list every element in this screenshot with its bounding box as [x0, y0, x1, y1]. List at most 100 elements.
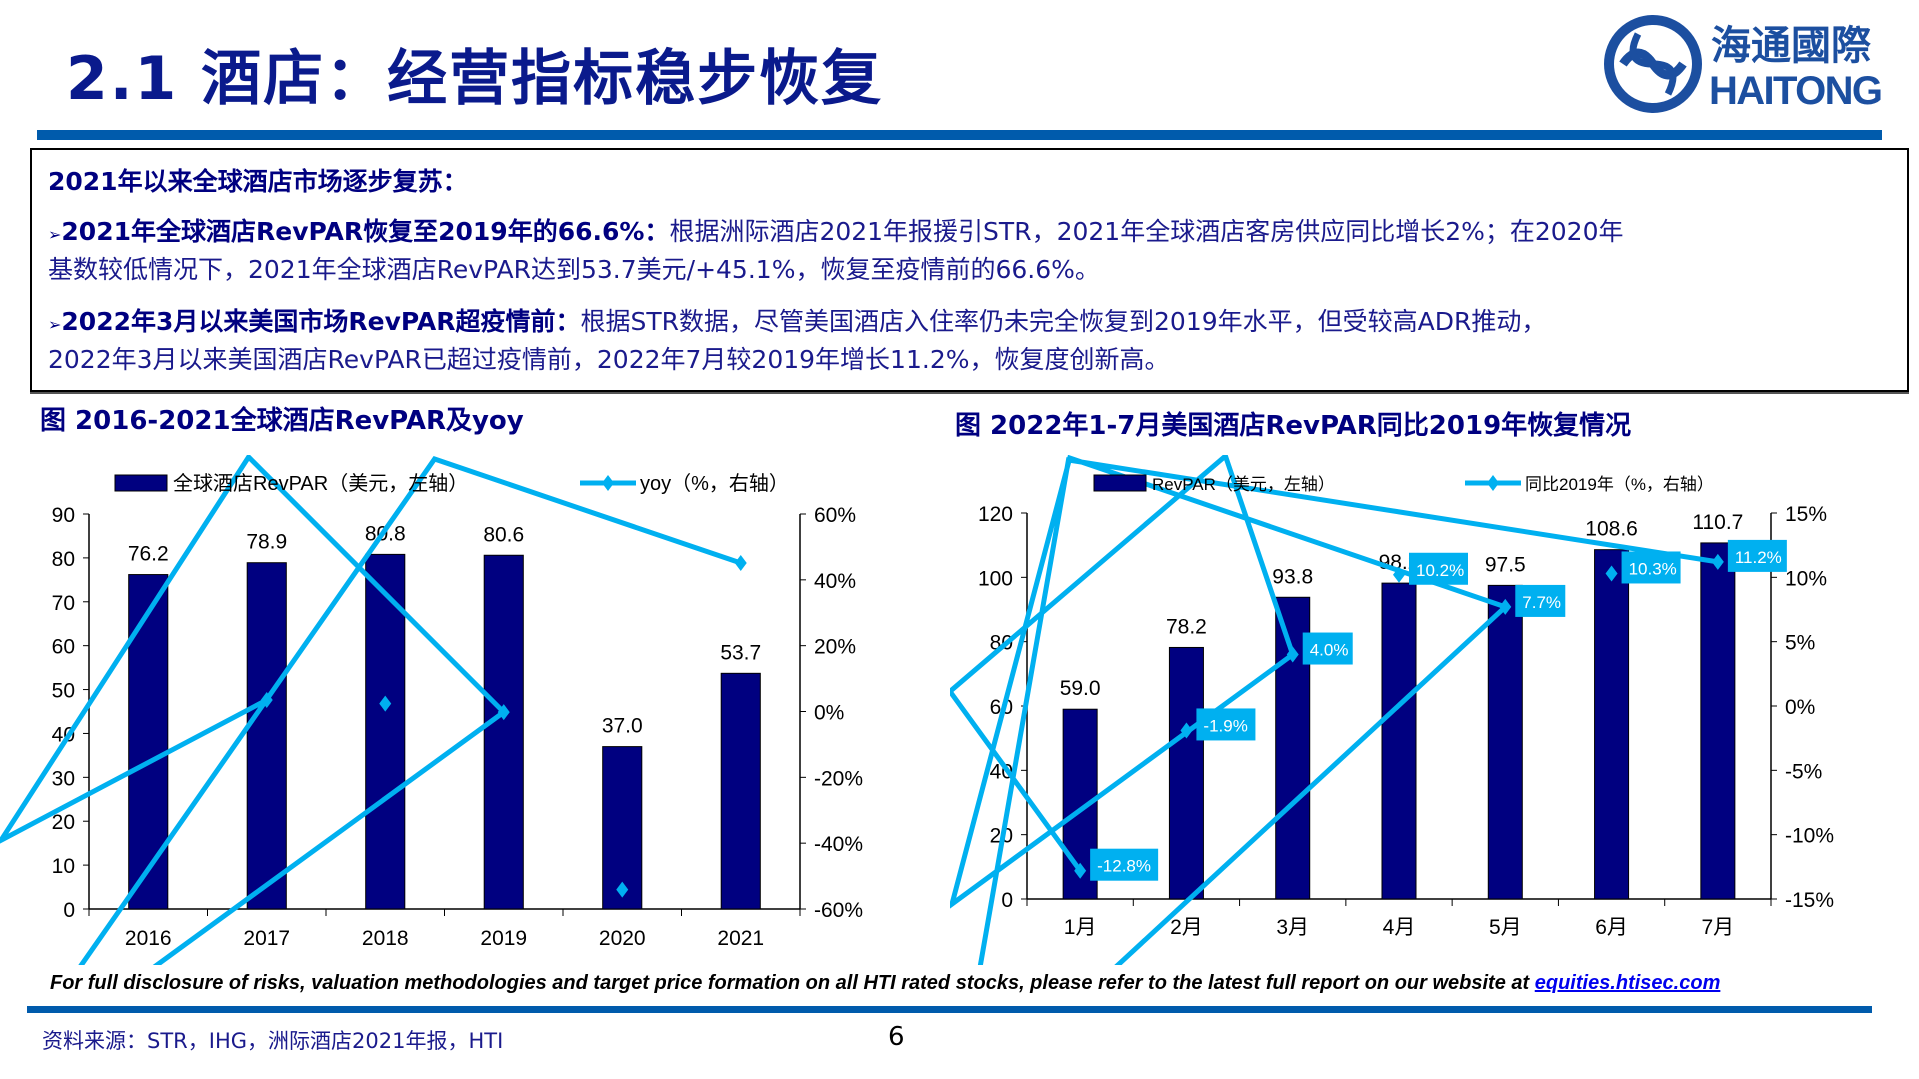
left-tick-label: 70: [52, 592, 75, 615]
legend-bar-label: 全球酒店RevPAR（美元，左轴）: [173, 472, 468, 495]
yoy-marker: [1074, 862, 1087, 879]
website-link[interactable]: equities.htisec.com: [1534, 972, 1721, 994]
x-tick-label: 6月: [1595, 916, 1628, 939]
x-tick-label: 2021: [717, 927, 764, 950]
bar-value-label: 59.0: [1060, 677, 1101, 700]
left-tick-label: 10: [52, 855, 75, 878]
x-tick-label: 7月: [1702, 916, 1735, 939]
point-2-text: 根据STR数据，尽管美国酒店入住率仍未完全恢复到2019年水平，但受较高ADR推…: [580, 307, 1547, 336]
bar-value-label: 93.8: [1272, 565, 1313, 588]
x-tick-label: 2月: [1170, 916, 1203, 939]
bar: [1381, 582, 1417, 900]
yoy-label: 11.2%: [1735, 548, 1782, 567]
x-tick-label: 2017: [243, 927, 290, 950]
legend-bar-swatch: [114, 474, 168, 492]
page-title: 2.1 酒店：经营指标稳步恢复: [66, 44, 884, 114]
left-tick-label: 0: [1001, 889, 1013, 912]
yoy-marker: [1499, 598, 1512, 615]
x-tick-label: 4月: [1383, 916, 1416, 939]
bar: [1700, 542, 1736, 900]
bar-value-label: 108.6: [1585, 518, 1638, 541]
right-tick-label: -20%: [814, 767, 863, 790]
yoy-label: 10.2%: [1416, 561, 1464, 580]
chart1-global-revpar: 0 10 20 30 40 50 60 70 80 90 -60% -40% -20% 0% 20% 40% 6…: [0, 455, 863, 965]
chart2-title: 图 2022年1-7月美国酒店RevPAR同比2019年恢复情况: [955, 411, 1632, 441]
yoy-marker: [497, 704, 510, 721]
left-tick-label: 80: [990, 632, 1013, 655]
point-2-heading: 2022年3月以来美国市场RevPAR超疫情前：: [61, 307, 581, 336]
yoy-label-box: [1090, 848, 1159, 881]
right-tick-label: -5%: [1785, 760, 1822, 783]
right-tick-label: 60%: [814, 504, 856, 527]
bar-value-label: 78.2: [1166, 615, 1207, 638]
x-tick-label: 2019: [480, 927, 527, 950]
footer-divider: [27, 1006, 1872, 1013]
left-tick-label: 120: [978, 503, 1013, 526]
summary-point-2: ➢2022年3月以来美国市场RevPAR超疫情前：根据STR数据，尽管美国酒店入…: [48, 302, 1546, 338]
chart2-us-revpar: 020406080100120-15%-10%-5%0%5%10%15%59.0…: [950, 455, 1834, 965]
bar-value-label: 76.2: [128, 543, 169, 566]
bar-value-label: 37.0: [602, 715, 643, 738]
bar: [365, 553, 406, 910]
legend-bar-swatch: [1093, 474, 1147, 492]
bar: [1487, 584, 1523, 900]
yoy-label: 7.7%: [1522, 593, 1561, 612]
legend-bar-label: RevPAR（美元，左轴）: [1152, 475, 1335, 494]
summary-point-1: ➢2021年全球酒店RevPAR恢复至2019年的66.6%：根据洲际酒店202…: [48, 212, 1623, 248]
yoy-marker: [1711, 553, 1724, 570]
left-tick-label: 60: [52, 636, 75, 659]
yoy-label: 10.3%: [1629, 559, 1677, 578]
left-tick-label: 100: [978, 567, 1013, 590]
yoy-marker: [734, 555, 747, 572]
summary-point-2-cont: 2022年3月以来美国酒店RevPAR已超过疫情前，2022年7月较2019年增…: [48, 345, 1170, 374]
right-tick-label: -15%: [1785, 889, 1834, 912]
source-note: 资料来源：STR，IHG，洲际酒店2021年报，HTI: [42, 1029, 504, 1053]
right-tick-label: -10%: [1785, 825, 1834, 848]
summary-point-1-cont: 基数较低情况下，2021年全球酒店RevPAR达到53.7美元/+45.1%，恢…: [48, 255, 1100, 284]
legend-line-marker: [602, 475, 614, 491]
summary-box: 2021年以来全球酒店市场逐步复苏： ➢2021年全球酒店RevPAR恢复至20…: [30, 148, 1909, 392]
header-divider: [37, 130, 1882, 140]
bar-value-label: 80.6: [483, 523, 524, 546]
right-tick-label: 15%: [1785, 503, 1827, 526]
bar: [1168, 646, 1204, 900]
yoy-marker: [616, 881, 629, 898]
legend-line-marker: [1487, 475, 1499, 491]
x-tick-label: 2016: [125, 927, 172, 950]
point-1-text: 根据洲际酒店2021年报援引STR，2021年全球酒店客房供应同比增长2%；在2…: [669, 217, 1624, 246]
right-tick-label: 0%: [1785, 696, 1815, 719]
left-tick-label: 30: [52, 767, 75, 790]
bar: [483, 554, 524, 910]
legend-line-label: 同比2019年（%，右轴）: [1525, 475, 1714, 494]
x-tick-label: 3月: [1276, 916, 1309, 939]
yoy-marker: [1605, 565, 1618, 582]
right-tick-label: 40%: [814, 570, 856, 593]
bar-value-label: 97.5: [1485, 553, 1526, 576]
haitong-logo: 海通國際 HAITONG: [1604, 15, 1883, 113]
right-tick-label: 10%: [1785, 567, 1827, 590]
left-tick-label: 90: [52, 504, 75, 527]
yoy-label: 4.0%: [1310, 641, 1349, 660]
x-tick-label: 2020: [599, 927, 646, 950]
yoy-marker: [1180, 722, 1193, 739]
disclaimer: For full disclosure of risks, valuation …: [50, 972, 1720, 995]
yoy-label: -12.8%: [1097, 857, 1151, 876]
bar: [246, 562, 287, 910]
yoy-label-box: [1409, 552, 1468, 585]
yoy-label-box: [1515, 584, 1566, 617]
left-tick-label: 0: [63, 899, 75, 922]
left-tick-label: 50: [52, 680, 75, 703]
yoy-label: -1.9%: [1203, 716, 1247, 735]
logo-en: HAITONG: [1709, 69, 1883, 113]
left-tick-label: 20: [52, 811, 75, 834]
legend-line-label: yoy（%，右轴）: [640, 472, 789, 495]
yoy-label-box: [1621, 551, 1681, 584]
yoy-marker: [379, 695, 392, 712]
left-tick-label: 80: [52, 548, 75, 571]
right-tick-label: 20%: [814, 636, 856, 659]
right-tick-label: -60%: [814, 899, 863, 922]
yoy-label-box: [1302, 632, 1353, 665]
disclaimer-text: For full disclosure of risks, valuation …: [50, 972, 1535, 994]
point-1-heading: 2021年全球酒店RevPAR恢复至2019年的66.6%：: [61, 217, 670, 246]
yoy-line: [950, 455, 1719, 965]
